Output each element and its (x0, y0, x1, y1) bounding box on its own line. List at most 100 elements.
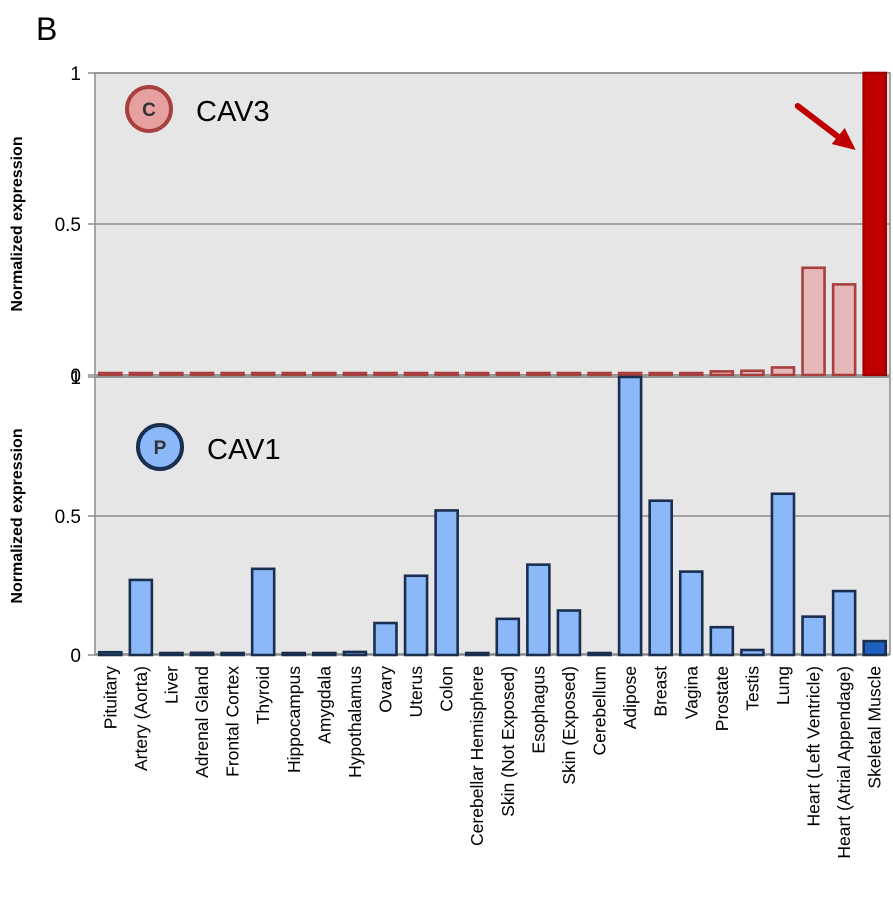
bar (831, 589, 857, 657)
bar (709, 370, 735, 377)
x-tick-label: Adipose (620, 666, 640, 729)
bars (97, 375, 888, 657)
bar (495, 617, 521, 657)
x-tick-label: Uterus (406, 666, 426, 718)
bar (97, 371, 123, 377)
badge-letter: P (154, 438, 167, 459)
bar (678, 570, 704, 657)
bar (159, 371, 184, 377)
gene-name: CAV3 (196, 96, 270, 128)
bar (678, 371, 704, 377)
y-tick-label: 0.5 (55, 215, 81, 236)
y-axis-label: Normalized expression (9, 428, 26, 603)
bar (556, 371, 582, 377)
bar (770, 366, 796, 377)
x-tick-label: Cerebellar Hemisphere (467, 666, 487, 846)
x-tick-label: Adrenal Gland (192, 666, 212, 778)
bar (740, 369, 765, 377)
y-tick-labels: 00.51 (55, 368, 81, 667)
y-axis-label: Normalized expression (9, 136, 26, 311)
bar (403, 574, 429, 657)
bar (862, 639, 888, 657)
x-tick-label: Skin (Exposed) (559, 666, 579, 785)
x-tick-label: Artery (Aorta) (131, 666, 151, 771)
x-tick-label: Hypothalamus (345, 666, 365, 778)
bar (526, 563, 551, 657)
x-tick-label: Frontal Cortex (223, 666, 243, 777)
bar (189, 651, 215, 657)
bar (250, 567, 276, 657)
bar (709, 625, 735, 657)
bars (97, 71, 888, 377)
badge-circle (125, 85, 173, 133)
x-tick-label: Skeletal Muscle (865, 666, 885, 789)
bar (617, 375, 643, 657)
y-tick-label: 0 (70, 366, 81, 387)
x-tick-label: Heart (Atrial Appendage) (834, 666, 854, 859)
bar (831, 283, 857, 377)
bar (495, 371, 521, 377)
gene-badge: C (125, 85, 173, 133)
bar (373, 621, 398, 657)
x-tick-label: Amygdala (314, 666, 334, 744)
bar (464, 371, 490, 377)
gene-badge: P (136, 423, 184, 471)
bar (342, 371, 368, 377)
bar (587, 371, 612, 377)
bar (128, 371, 154, 377)
x-tick-label: Lung (773, 666, 793, 705)
highlight-arrow (794, 103, 856, 150)
x-tick-label: Pituitary (100, 666, 120, 729)
arrow-head (831, 128, 856, 150)
bar (556, 609, 582, 657)
x-tick-label: Liver (161, 666, 181, 704)
bar (434, 371, 459, 377)
bar (312, 651, 337, 657)
x-tick-label: Vagina (681, 666, 701, 719)
bar (342, 650, 368, 657)
x-tick-label: Colon (437, 666, 457, 712)
chart-cav1: 00.51 Normalized expression P CAV1 (9, 368, 891, 667)
bar (587, 651, 612, 657)
badge-letter: C (142, 100, 156, 121)
x-tick-labels: Pituitary Artery (Aorta) Liver Adrenal Glan… (100, 666, 884, 859)
bar (464, 651, 490, 657)
bar (403, 371, 429, 377)
badge-circle (136, 423, 184, 471)
x-tick-label: Ovary (375, 666, 395, 713)
bar (770, 492, 796, 657)
bar (312, 371, 337, 377)
bar (434, 509, 459, 657)
bar (189, 371, 215, 377)
bar (740, 648, 765, 657)
bar (220, 651, 245, 657)
bar (648, 371, 673, 377)
panel-label: B (36, 11, 57, 47)
chart-cav3: 00.51 Normalized expression C CAV3 (9, 64, 891, 387)
bar (97, 650, 123, 657)
bar (648, 499, 673, 657)
x-tick-label: Hippocampus (284, 666, 304, 773)
bar (801, 266, 826, 377)
x-tick-label: Skin (Not Exposed) (498, 666, 518, 817)
x-tick-label: Breast (651, 666, 671, 717)
x-tick-label: Esophagus (528, 666, 548, 754)
y-tick-label: 1 (70, 368, 81, 389)
bar (250, 371, 276, 377)
bar (281, 371, 307, 377)
y-tick-label: 1 (70, 64, 81, 85)
arrow-shaft (794, 103, 847, 144)
x-tick-label: Prostate (712, 666, 732, 731)
y-tick-label: 0.5 (55, 507, 81, 528)
bar (862, 71, 888, 377)
y-tick-labels: 00.51 (55, 64, 81, 387)
gene-name: CAV1 (207, 434, 281, 466)
bar (128, 578, 154, 657)
x-tick-label: Testis (742, 666, 762, 711)
x-tick-label: Heart (Left Ventricle) (804, 666, 824, 826)
x-tick-label: Cerebellum (590, 666, 610, 755)
y-tick-label: 0 (70, 646, 81, 667)
bar (617, 371, 643, 377)
bar (526, 371, 551, 377)
